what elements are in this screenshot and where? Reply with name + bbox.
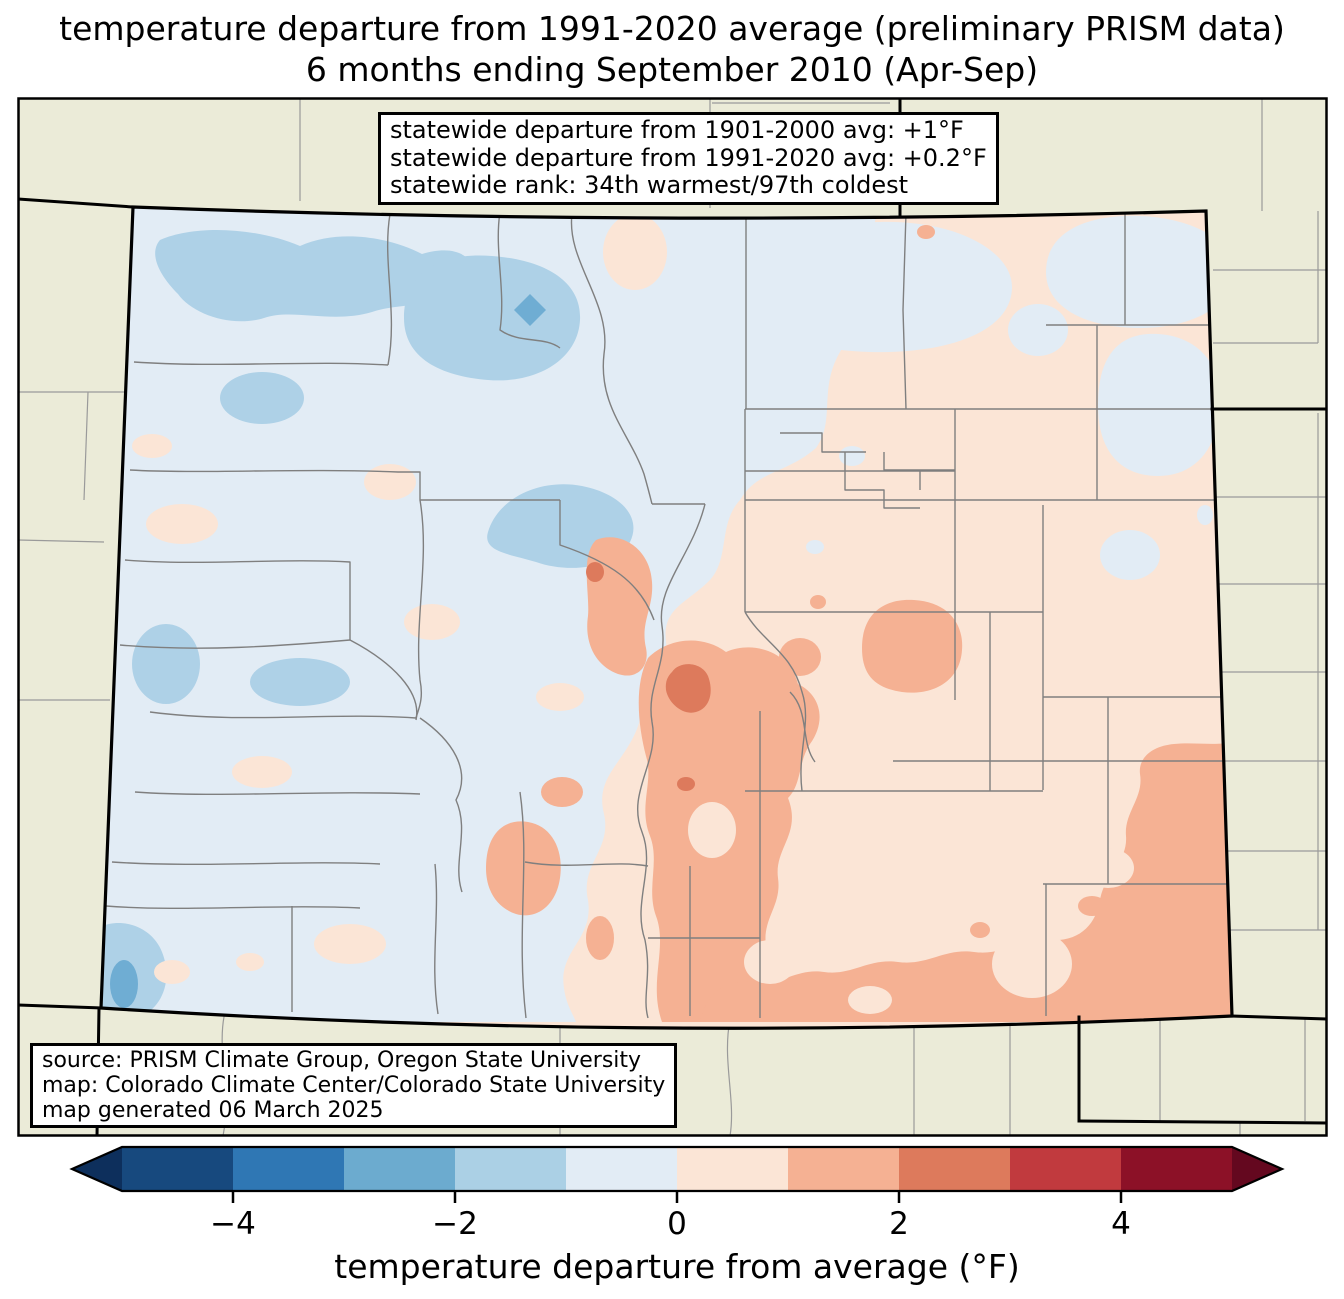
temperature-field [101, 207, 1232, 1029]
colorbar-segment [344, 1147, 455, 1191]
colorbar-axis-label: temperature departure from average (°F) [334, 1247, 1020, 1286]
colorbar [69, 1145, 1285, 1203]
stats-line-1: statewide departure from 1901-2000 avg: … [390, 116, 964, 144]
map-area [18, 98, 1327, 1136]
colorbar-ticks [231, 1191, 1123, 1203]
figure-title: temperature departure from 1991-2020 ave… [0, 8, 1344, 90]
title-line-1: temperature departure from 1991-2020 ave… [59, 9, 1285, 48]
colorbar-segment [455, 1147, 566, 1191]
colorbar-segment [788, 1147, 899, 1191]
colorbar-right-arrow [1232, 1147, 1282, 1191]
colorbar-segment [1121, 1147, 1232, 1191]
county-lines [105, 211, 1227, 1019]
colorbar-tick-label: 4 [1111, 1206, 1131, 1242]
colorbar-segment [677, 1147, 788, 1191]
statewide-stats-box: statewide departure from 1901-2000 avg: … [378, 112, 999, 205]
colorbar-segment [566, 1147, 677, 1191]
source-credit-box: source: PRISM Climate Group, Oregon Stat… [30, 1043, 678, 1128]
colorbar-left-arrow [72, 1147, 122, 1191]
source-line-1: source: PRISM Climate Group, Oregon Stat… [42, 1048, 642, 1073]
colorbar-segment [1010, 1147, 1121, 1191]
colorbar-tick-label: 0 [667, 1206, 687, 1242]
colorbar-segment [122, 1147, 233, 1191]
map-frame [17, 97, 1328, 1137]
colorbar-tick-label: −4 [210, 1206, 256, 1242]
stats-line-3: statewide rank: 34th warmest/97th coldes… [390, 171, 909, 199]
colorbar-outline [69, 1145, 1285, 1193]
colorbar-segment [899, 1147, 1010, 1191]
source-line-3: map generated 06 March 2025 [42, 1098, 384, 1123]
colorbar-segment [233, 1147, 344, 1191]
colorado-state-border [99, 205, 1234, 1030]
source-line-2: map: Colorado Climate Center/Colorado St… [42, 1073, 666, 1098]
title-line-2: 6 months ending September 2010 (Apr-Sep) [305, 50, 1039, 89]
colorbar-tick-label: 2 [889, 1206, 909, 1242]
stats-line-2: statewide departure from 1991-2020 avg: … [390, 143, 987, 172]
colorbar-tick-label: −2 [432, 1206, 478, 1242]
